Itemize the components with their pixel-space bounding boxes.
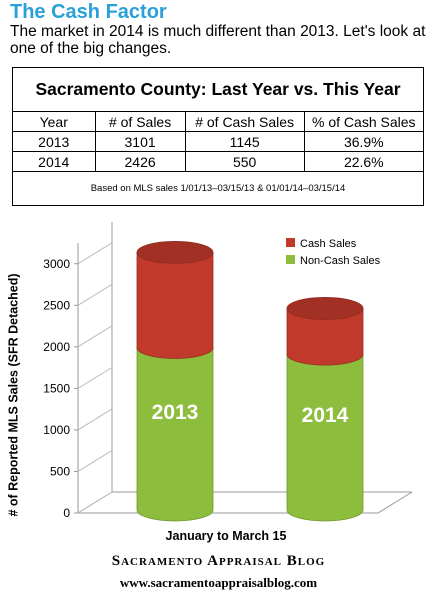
table-cell: 550	[185, 151, 305, 172]
table-row: 2013 3101 1145 36.9%	[13, 131, 423, 152]
table-row: 2014 2426 550 22.6%	[13, 151, 423, 172]
bar-noncash-2014-side	[286, 353, 364, 522]
column-header: % of Cash Sales	[304, 112, 423, 132]
wall-tick-line	[77, 491, 113, 514]
wall-tick-line	[77, 325, 113, 348]
bar-cash-2014-top	[286, 297, 364, 320]
y-tick-label: 2500	[43, 298, 70, 312]
y-tick-label: 1000	[43, 423, 70, 437]
table-cell: 36.9%	[304, 131, 423, 152]
table-title: Sacramento County: Last Year vs. This Ye…	[13, 68, 423, 112]
column-header: Year	[13, 112, 96, 132]
bar-cash-2014-side	[286, 308, 364, 366]
back-wall-edge	[77, 222, 113, 514]
intro-line: one of the big changes.	[10, 40, 172, 57]
wall-tick-line	[77, 242, 113, 265]
sales-comparison-table: Sacramento County: Last Year vs. This Ye…	[12, 67, 424, 206]
bar-category-label: 2014	[302, 404, 349, 427]
wall-tick-line	[77, 450, 113, 472]
table-cell: 2426	[95, 151, 186, 172]
y-tick-label: 500	[50, 464, 70, 478]
table-cell: 2014	[13, 151, 96, 172]
blog-url: www.sacramentoappraisalblog.com	[119, 575, 318, 590]
bar-category-label: 2013	[152, 401, 199, 424]
table-cell: 1145	[185, 131, 305, 152]
y-tick-label: 3000	[43, 257, 70, 271]
table-note: Based on MLS sales 1/01/13–03/15/13 & 01…	[90, 183, 346, 194]
column-header: # of Sales	[95, 112, 186, 132]
wall-tick-line	[77, 283, 113, 306]
bar-noncash-2013-side	[136, 347, 214, 522]
table-cell: 2013	[13, 131, 96, 152]
table-cell: 22.6%	[304, 151, 423, 172]
sales-table: Year # of Sales # of Cash Sales % of Cas…	[13, 112, 423, 172]
y-tick-label: 2000	[43, 340, 70, 354]
x-axis-label: January to March 15	[166, 529, 287, 543]
wall-tick-line	[77, 408, 113, 431]
intro-text: The market in 2014 is much different tha…	[10, 23, 432, 57]
table-cell: 3101	[95, 131, 186, 152]
legend-swatch	[286, 255, 295, 264]
legend-swatch	[286, 238, 295, 247]
legend-label: Cash Sales	[300, 238, 357, 250]
y-tick-label: 0	[63, 506, 70, 520]
wall-tick-line	[77, 366, 113, 389]
intro-line: The market in 2014 is much different tha…	[10, 23, 426, 40]
blog-name: Sacramento Appraisal Blog	[111, 553, 326, 569]
legend-label: Non-Cash Sales	[300, 255, 381, 267]
column-header: # of Cash Sales	[185, 112, 305, 132]
bar-cash-2013-side	[136, 251, 214, 359]
bar-cash-2013-top	[136, 240, 214, 264]
y-tick-label: 1500	[43, 381, 70, 395]
page-title: The Cash Factor	[10, 1, 167, 23]
table-header-row: Year # of Sales # of Cash Sales % of Cas…	[13, 112, 423, 132]
